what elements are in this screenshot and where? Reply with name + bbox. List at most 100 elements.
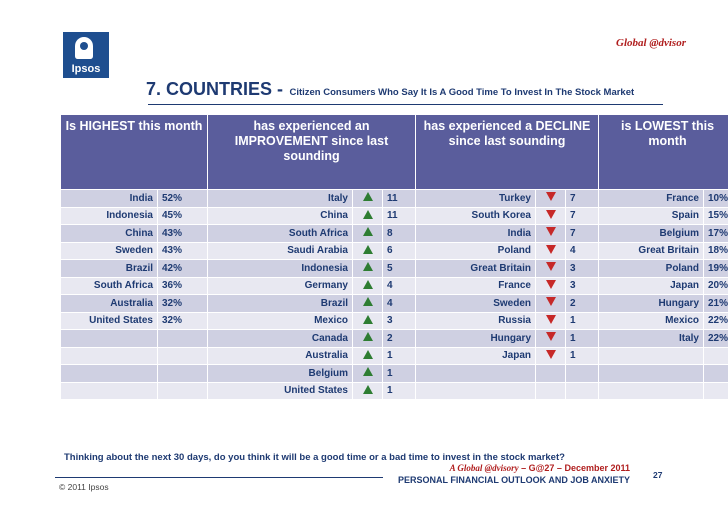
decline-country: Poland	[415, 241, 536, 260]
triangle-down-icon	[545, 314, 556, 324]
decline-arrow	[535, 259, 566, 278]
header-highest: Is HIGHEST this month	[60, 114, 208, 190]
lowest-country: Mexico	[598, 311, 704, 330]
decline-country: India	[415, 224, 536, 243]
improvement-country: South Africa	[207, 224, 353, 243]
triangle-up-icon	[362, 262, 373, 272]
decline-country	[415, 381, 536, 400]
lowest-country: Belgium	[598, 224, 704, 243]
lowest-value	[703, 381, 728, 400]
improvement-arrow	[352, 311, 383, 330]
table-body: India 52% Italy 11 Turkey 7 France 10% Indonesia…	[60, 189, 728, 400]
lowest-country	[598, 364, 704, 383]
triangle-down-icon	[545, 227, 556, 237]
highest-country	[60, 329, 158, 348]
decline-arrow	[535, 364, 566, 383]
improvement-value: 1	[382, 364, 416, 383]
triangle-up-icon	[362, 367, 373, 377]
decline-arrow	[535, 206, 566, 225]
footer-report-title: PERSONAL FINANCIAL OUTLOOK AND JOB ANXIE…	[397, 475, 630, 485]
lowest-country: France	[598, 189, 704, 208]
decline-arrow	[535, 241, 566, 260]
improvement-value: 5	[382, 259, 416, 278]
highest-country: Sweden	[60, 241, 158, 260]
triangle-down-icon	[545, 244, 556, 254]
highest-country: Indonesia	[60, 206, 158, 225]
decline-value: 7	[565, 206, 599, 225]
title-main: 7. COUNTRIES -	[146, 79, 284, 99]
decline-arrow	[535, 276, 566, 295]
improvement-value: 1	[382, 381, 416, 400]
highest-country: India	[60, 189, 158, 208]
decline-value: 2	[565, 294, 599, 313]
survey-question: Thinking about the next 30 days, do you …	[64, 452, 565, 463]
improvement-value: 11	[382, 206, 416, 225]
triangle-down-icon	[545, 279, 556, 289]
header-lowest: is LOWEST this month	[598, 114, 728, 190]
highest-country	[60, 364, 158, 383]
table-row: Australia 32% Brazil 4 Sweden 2 Hungary 21%	[60, 294, 728, 313]
highest-country: Australia	[60, 294, 158, 313]
lowest-country: Spain	[598, 206, 704, 225]
decline-value: 4	[565, 241, 599, 260]
triangle-up-icon	[362, 192, 373, 202]
highest-country: Brazil	[60, 259, 158, 278]
improvement-country: Mexico	[207, 311, 353, 330]
decline-country	[415, 364, 536, 383]
countries-table: Is HIGHEST this month has experienced an…	[60, 114, 728, 400]
improvement-country: Canada	[207, 329, 353, 348]
decline-country: Japan	[415, 346, 536, 365]
decline-country: Sweden	[415, 294, 536, 313]
highest-value: 32%	[157, 311, 208, 330]
table-row: Belgium 1	[60, 364, 728, 383]
improvement-arrow	[352, 381, 383, 400]
lowest-value: 18%	[703, 241, 728, 260]
improvement-value: 1	[382, 346, 416, 365]
improvement-arrow	[352, 241, 383, 260]
improvement-country: Italy	[207, 189, 353, 208]
table-row: China 43% South Africa 8 India 7 Belgium 17%	[60, 224, 728, 243]
table-header-row: Is HIGHEST this month has experienced an…	[60, 114, 728, 190]
decline-country: Great Britain	[415, 259, 536, 278]
table-row: Indonesia 45% China 11 South Korea 7 Spain 15%	[60, 206, 728, 225]
highest-value	[157, 381, 208, 400]
decline-arrow	[535, 224, 566, 243]
highest-value	[157, 364, 208, 383]
footer-source: A Global @dvisory – G@27 – December 2011	[450, 463, 630, 473]
table-row: United States 32% Mexico 3 Russia 1 Mexico 22%	[60, 311, 728, 330]
triangle-down-icon	[545, 297, 556, 307]
decline-country: Russia	[415, 311, 536, 330]
highest-value: 52%	[157, 189, 208, 208]
title-sub: Citizen Consumers Who Say It Is A Good T…	[289, 87, 635, 98]
triangle-up-icon	[362, 209, 373, 219]
triangle-up-icon	[362, 244, 373, 254]
triangle-up-icon	[362, 314, 373, 324]
ipsos-logo: Ipsos	[63, 32, 109, 78]
improvement-country: Brazil	[207, 294, 353, 313]
lowest-country: Poland	[598, 259, 704, 278]
triangle-up-icon	[362, 332, 373, 342]
improvement-value: 4	[382, 276, 416, 295]
highest-country: South Africa	[60, 276, 158, 295]
improvement-country: Indonesia	[207, 259, 353, 278]
triangle-down-icon	[545, 192, 556, 202]
improvement-value: 8	[382, 224, 416, 243]
lowest-country: Italy	[598, 329, 704, 348]
table-row: United States 1	[60, 381, 728, 400]
highest-value: 45%	[157, 206, 208, 225]
header-improvement: has experienced an IMPROVEMENT since las…	[207, 114, 416, 190]
footer-divider	[55, 477, 383, 478]
improvement-arrow	[352, 276, 383, 295]
improvement-value: 3	[382, 311, 416, 330]
triangle-up-icon	[362, 297, 373, 307]
lowest-value	[703, 364, 728, 383]
improvement-arrow	[352, 224, 383, 243]
highest-country	[60, 346, 158, 365]
decline-value: 1	[565, 329, 599, 348]
highest-value: 32%	[157, 294, 208, 313]
copyright: © 2011 Ipsos	[59, 482, 109, 492]
brand-tagline: Global @dvisor	[616, 37, 686, 49]
page-title: 7. COUNTRIES - Citizen Consumers Who Say…	[146, 79, 634, 100]
highest-country: China	[60, 224, 158, 243]
highest-value	[157, 329, 208, 348]
